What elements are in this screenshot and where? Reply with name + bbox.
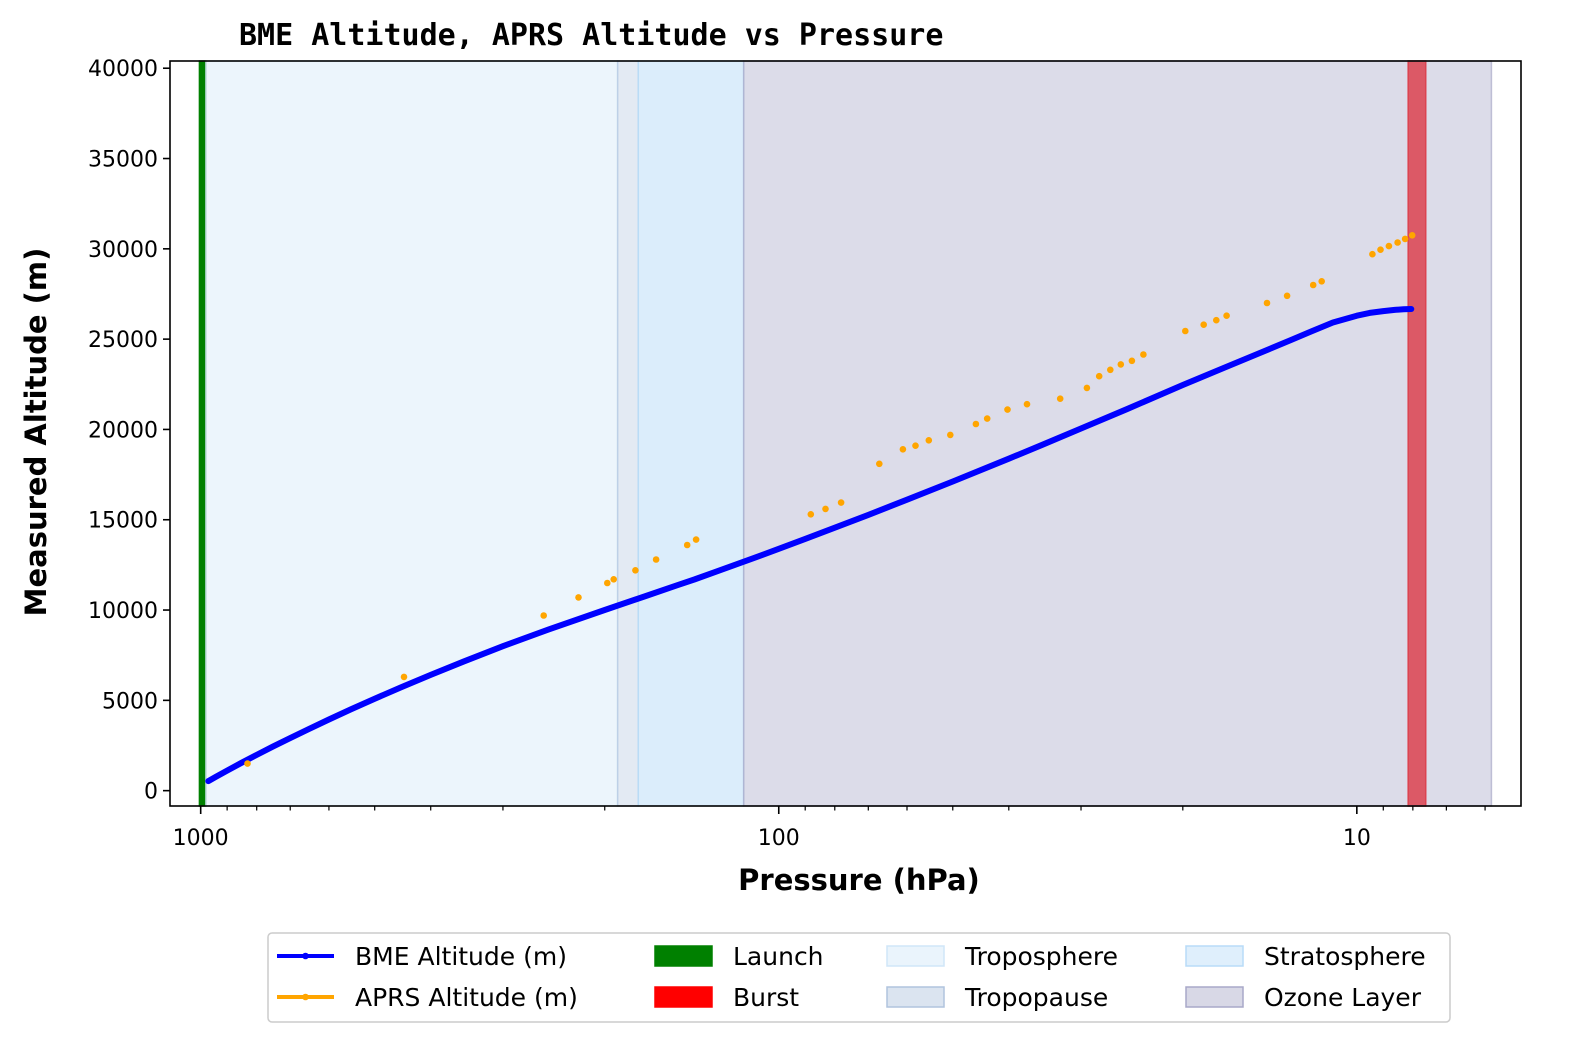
atmosphere-bands bbox=[198, 60, 1493, 807]
legend-marker-aprs-altitude-m bbox=[302, 993, 309, 1001]
plot-frame bbox=[169, 60, 1522, 807]
data-point-aprs-altitude-m bbox=[1182, 327, 1189, 335]
data-point-aprs-altitude-m bbox=[244, 760, 251, 767]
data-point-aprs-altitude-m bbox=[610, 576, 617, 583]
data-point-aprs-altitude-m bbox=[925, 437, 933, 444]
data-point-aprs-altitude-m bbox=[876, 460, 883, 468]
legend-label-ozone-layer: Ozone Layer bbox=[1264, 983, 1422, 1012]
y-tick-label: 0 bbox=[144, 780, 158, 805]
legend-label-tropopause: Tropopause bbox=[964, 983, 1108, 1012]
data-point-aprs-altitude-m bbox=[947, 431, 954, 439]
data-point-aprs-altitude-m bbox=[1056, 395, 1064, 403]
data-point-aprs-altitude-m bbox=[972, 420, 980, 428]
data-point-aprs-altitude-m bbox=[1117, 361, 1125, 368]
series-layer bbox=[205, 232, 1416, 785]
data-point-aprs-altitude-m bbox=[1309, 281, 1317, 289]
y-tick-label: 40000 bbox=[88, 57, 158, 82]
band-tropopause bbox=[616, 60, 640, 807]
data-point-aprs-altitude-m bbox=[1263, 299, 1271, 307]
legend-marker-bme-altitude-m bbox=[302, 952, 309, 960]
data-point-aprs-altitude-m bbox=[1223, 312, 1230, 320]
y-tick-label: 25000 bbox=[88, 328, 158, 353]
data-point-aprs-altitude-m bbox=[1385, 242, 1393, 250]
data-point-aprs-altitude-m bbox=[1095, 372, 1103, 380]
data-point-aprs-altitude-m bbox=[1140, 351, 1147, 358]
y-tick-label: 20000 bbox=[88, 418, 158, 443]
legend-swatch-launch bbox=[654, 945, 713, 967]
data-point-aprs-altitude-m bbox=[822, 505, 829, 513]
y-axis-label: Measured Altitude (m) bbox=[19, 248, 53, 617]
data-point-aprs-altitude-m bbox=[1128, 357, 1136, 365]
data-point-aprs-altitude-m bbox=[1408, 232, 1416, 239]
band-ozone-layer bbox=[742, 60, 1493, 807]
legend-swatch-troposphere bbox=[886, 945, 945, 967]
chart-title: BME Altitude, APRS Altitude vs Pressure bbox=[239, 18, 943, 53]
data-point-aprs-altitude-m bbox=[912, 442, 919, 450]
legend: BME Altitude (m) APRS Altitude (m) Launch B… bbox=[267, 932, 1451, 1023]
legend-label-troposphere: Troposphere bbox=[964, 942, 1118, 971]
legend-label-stratosphere: Stratosphere bbox=[1264, 942, 1426, 971]
data-point-aprs-altitude-m bbox=[1369, 250, 1376, 258]
legend-label-bme-altitude-m: BME Altitude (m) bbox=[355, 942, 567, 971]
x-tick-label: 100 bbox=[758, 826, 800, 851]
data-point-aprs-altitude-m bbox=[575, 594, 582, 601]
x-tick-label: 1000 bbox=[173, 826, 229, 851]
legend-swatch-ozone-layer bbox=[1185, 986, 1244, 1008]
data-point-aprs-altitude-m bbox=[1213, 316, 1220, 324]
legend-swatch-tropopause bbox=[886, 986, 945, 1008]
data-point-aprs-altitude-m bbox=[983, 415, 991, 422]
band-stratosphere bbox=[637, 60, 745, 807]
data-point-aprs-altitude-m bbox=[1401, 235, 1409, 243]
data-point-aprs-altitude-m bbox=[837, 499, 845, 506]
x-axis-label: Pressure (hPa) bbox=[738, 863, 980, 897]
legend-label-burst: Burst bbox=[733, 983, 799, 1012]
y-tick-label: 30000 bbox=[88, 238, 158, 263]
data-point-aprs-altitude-m bbox=[1107, 366, 1114, 374]
data-point-aprs-altitude-m bbox=[1083, 384, 1091, 392]
data-point-aprs-altitude-m bbox=[652, 556, 660, 563]
y-tick-label: 10000 bbox=[88, 599, 158, 624]
data-point-aprs-altitude-m bbox=[1394, 239, 1401, 246]
y-tick-label: 35000 bbox=[88, 148, 158, 173]
band-launch bbox=[198, 60, 207, 807]
data-point-aprs-altitude-m bbox=[1023, 400, 1031, 408]
series-line-bme-altitude-m bbox=[205, 306, 1415, 785]
legend-swatch-stratosphere bbox=[1185, 945, 1244, 967]
data-point-aprs-altitude-m bbox=[683, 541, 691, 549]
data-point-aprs-altitude-m bbox=[1283, 292, 1291, 300]
band-troposphere bbox=[205, 60, 619, 807]
data-point-aprs-altitude-m bbox=[632, 567, 639, 574]
y-tick-label: 5000 bbox=[102, 689, 158, 714]
data-point-aprs-altitude-m bbox=[604, 579, 611, 587]
data-point-aprs-altitude-m bbox=[692, 536, 700, 543]
legend-label-launch: Launch bbox=[733, 942, 824, 971]
data-point-aprs-altitude-m bbox=[1377, 246, 1384, 253]
legend-label-aprs-altitude-m: APRS Altitude (m) bbox=[355, 983, 578, 1012]
data-point-aprs-altitude-m bbox=[540, 612, 547, 619]
data-point-aprs-altitude-m bbox=[807, 511, 815, 518]
axes-layer: 0 5000 10000 15000 20000 25000 30000 35000 40000… bbox=[88, 57, 1486, 851]
legend-swatch-burst bbox=[654, 986, 713, 1008]
legend-box bbox=[267, 932, 1451, 1023]
data-point-aprs-altitude-m bbox=[1200, 321, 1207, 329]
data-point-aprs-altitude-m bbox=[899, 446, 907, 453]
data-point-aprs-altitude-m bbox=[1318, 278, 1325, 285]
data-point-aprs-altitude-m bbox=[400, 673, 408, 681]
data-point-aprs-altitude-m bbox=[1004, 406, 1011, 413]
x-tick-label: 10 bbox=[1343, 826, 1371, 851]
y-tick-label: 15000 bbox=[88, 509, 158, 534]
